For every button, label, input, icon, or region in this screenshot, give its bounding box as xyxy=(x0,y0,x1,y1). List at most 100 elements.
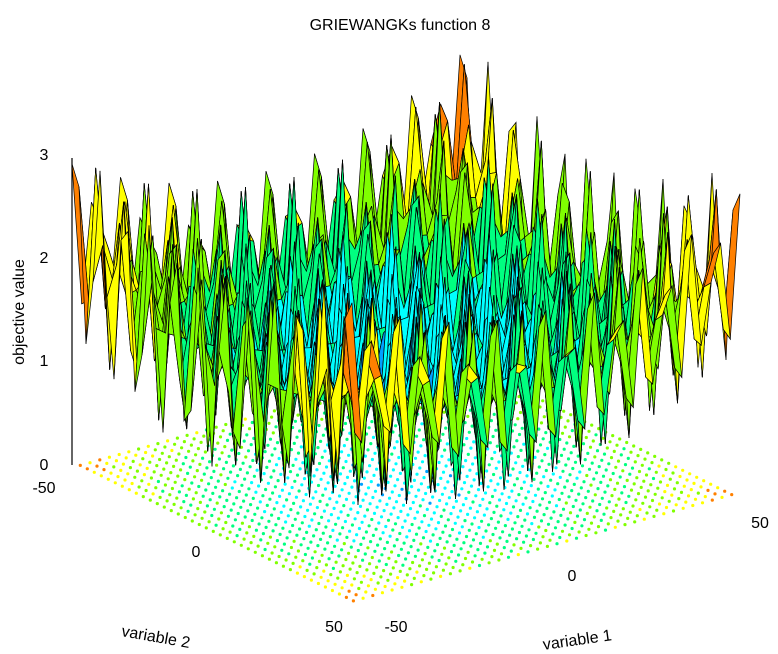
contour-point xyxy=(202,472,206,476)
contour-point xyxy=(477,563,482,568)
contour-point xyxy=(263,547,267,552)
y-tick-label: 50 xyxy=(325,619,343,636)
contour-point xyxy=(440,492,444,496)
contour-point xyxy=(351,501,356,505)
contour-point xyxy=(413,456,418,460)
contour-point xyxy=(539,421,544,425)
contour-point xyxy=(361,596,365,600)
contour-point xyxy=(265,503,269,507)
contour-point xyxy=(336,576,340,580)
contour-point xyxy=(400,585,404,589)
contour-point xyxy=(441,432,445,436)
contour-point xyxy=(523,458,527,462)
contour-point xyxy=(318,499,322,503)
contour-point xyxy=(588,505,592,509)
contour-point xyxy=(263,510,267,514)
contour-point xyxy=(407,491,411,495)
contour-point xyxy=(193,513,197,517)
contour-point xyxy=(208,460,212,464)
contour-point xyxy=(249,443,253,447)
contour-point xyxy=(491,532,495,537)
contour-point xyxy=(364,590,368,594)
contour-point xyxy=(492,548,497,553)
contour-point xyxy=(557,460,561,464)
contour-point xyxy=(219,511,223,515)
contour-point xyxy=(333,544,337,548)
contour-point xyxy=(540,459,544,463)
contour-point xyxy=(611,471,615,476)
contour-point xyxy=(285,536,289,540)
contour-point xyxy=(439,476,443,480)
contour-point xyxy=(667,499,671,503)
contour-point xyxy=(464,496,468,501)
contour-point xyxy=(491,434,495,439)
contour-point xyxy=(630,466,635,470)
contour-point xyxy=(379,575,383,579)
contour-point xyxy=(419,580,423,584)
contour-point xyxy=(397,553,401,558)
contour-point xyxy=(656,486,660,490)
contour-point xyxy=(443,448,447,452)
contour-point xyxy=(229,470,233,474)
contour-point xyxy=(291,523,295,528)
contour-point xyxy=(466,550,470,554)
contour-point xyxy=(589,483,593,487)
contour-point xyxy=(372,473,376,477)
contour-point xyxy=(352,577,356,581)
contour-point xyxy=(692,481,696,485)
contour-point xyxy=(592,515,596,519)
contour-point xyxy=(519,486,524,490)
contour-point xyxy=(377,521,381,525)
contour-point xyxy=(485,545,490,549)
contour-point xyxy=(449,511,453,516)
contour-point xyxy=(497,460,501,464)
contour-point xyxy=(485,469,489,473)
contour-point xyxy=(330,550,334,555)
contour-point xyxy=(162,505,166,509)
contour-point xyxy=(541,399,545,403)
contour-point xyxy=(288,568,292,572)
contour-point xyxy=(330,588,334,593)
contour-point xyxy=(408,507,413,511)
contour-point xyxy=(154,486,158,490)
contour-point xyxy=(499,552,504,556)
contour-point xyxy=(301,461,305,465)
contour-point xyxy=(614,503,618,507)
contour-point xyxy=(518,508,523,512)
contour-point xyxy=(321,493,325,497)
contour-point xyxy=(609,456,614,460)
contour-point xyxy=(431,495,435,499)
contour-point xyxy=(237,489,241,494)
contour-point xyxy=(190,519,194,523)
contour-point xyxy=(417,428,421,432)
contour-point xyxy=(665,483,670,487)
contour-point xyxy=(295,435,299,439)
contour-point xyxy=(424,529,428,534)
contour-point xyxy=(350,485,354,489)
contour-point xyxy=(441,470,446,474)
surface-plot xyxy=(71,54,741,505)
contour-point xyxy=(629,488,634,492)
contour-point xyxy=(553,488,557,492)
contour-point xyxy=(341,526,345,530)
contour-point xyxy=(158,495,162,499)
contour-point xyxy=(268,497,272,501)
contour-point xyxy=(510,489,514,493)
contour-point xyxy=(260,516,264,520)
contour-point xyxy=(466,414,470,418)
contour-point xyxy=(141,495,145,499)
contour-point xyxy=(366,448,370,452)
contour-point xyxy=(361,498,365,502)
contour-point xyxy=(427,561,431,565)
contour-point xyxy=(431,533,435,537)
contour-point xyxy=(586,451,590,455)
contour-point xyxy=(203,450,207,454)
contour-point xyxy=(549,478,553,482)
contour-point xyxy=(305,568,309,573)
contour-point xyxy=(194,453,198,457)
contour-point xyxy=(612,449,616,453)
contour-point xyxy=(560,491,564,495)
contour-point xyxy=(417,526,421,530)
contour-point xyxy=(347,491,351,495)
contour-point xyxy=(620,491,624,495)
